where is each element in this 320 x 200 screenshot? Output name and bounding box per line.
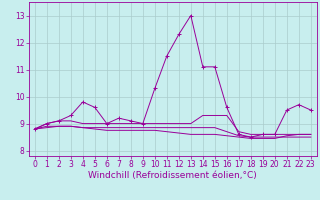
X-axis label: Windchill (Refroidissement éolien,°C): Windchill (Refroidissement éolien,°C)	[88, 171, 257, 180]
